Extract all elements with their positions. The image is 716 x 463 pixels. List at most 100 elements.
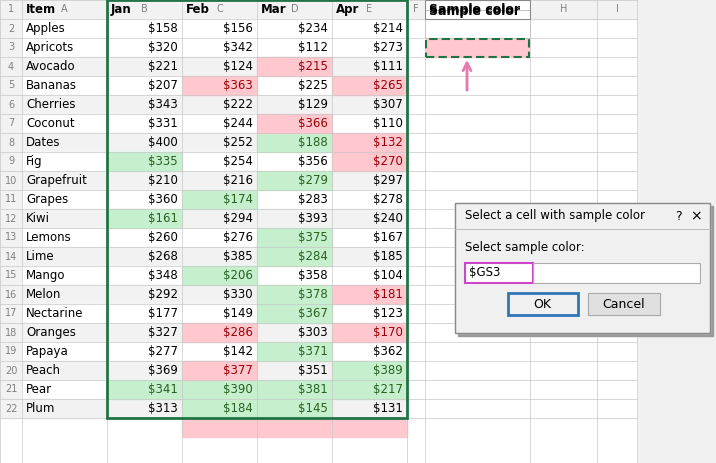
Text: $297: $297 <box>373 174 403 187</box>
Bar <box>22 19 407 38</box>
Text: $327: $327 <box>148 326 178 339</box>
Text: OK: OK <box>533 298 551 311</box>
Bar <box>182 323 257 342</box>
Text: 3: 3 <box>8 43 14 52</box>
Bar <box>107 0 407 418</box>
Bar <box>0 209 22 228</box>
Bar <box>332 152 407 171</box>
Text: $286: $286 <box>223 326 253 339</box>
Bar <box>182 190 257 209</box>
Text: Nectarine: Nectarine <box>26 307 84 320</box>
Text: 21: 21 <box>5 384 17 394</box>
Bar <box>22 380 407 399</box>
Text: 1: 1 <box>8 5 14 14</box>
Text: $174: $174 <box>223 193 253 206</box>
Bar <box>257 285 332 304</box>
Bar <box>257 304 332 323</box>
Bar <box>182 399 257 418</box>
Text: $360: $360 <box>148 193 178 206</box>
Text: $343: $343 <box>148 98 178 111</box>
Text: Coconut: Coconut <box>26 117 74 130</box>
Bar <box>22 190 407 209</box>
Bar <box>465 263 533 283</box>
Bar <box>0 285 22 304</box>
Text: $158: $158 <box>148 22 178 35</box>
Text: $294: $294 <box>223 212 253 225</box>
Text: Grapefruit: Grapefruit <box>26 174 87 187</box>
Text: 22: 22 <box>5 403 17 413</box>
Text: $276: $276 <box>223 231 253 244</box>
Bar <box>257 418 332 437</box>
Bar <box>0 114 22 133</box>
Text: $358: $358 <box>299 269 328 282</box>
Bar <box>588 293 659 315</box>
Text: $215: $215 <box>298 60 328 73</box>
Text: $123: $123 <box>373 307 403 320</box>
Bar <box>22 285 407 304</box>
Text: 4: 4 <box>8 62 14 71</box>
Text: Avocado: Avocado <box>26 60 76 73</box>
Text: $279: $279 <box>298 174 328 187</box>
Text: 2: 2 <box>8 24 14 33</box>
Bar <box>107 380 182 399</box>
Text: $356: $356 <box>299 155 328 168</box>
Bar <box>0 190 22 209</box>
Text: 7: 7 <box>8 119 14 129</box>
Text: $389: $389 <box>373 364 403 377</box>
Text: Apricots: Apricots <box>26 41 74 54</box>
Text: 9: 9 <box>8 156 14 167</box>
Text: $254: $254 <box>223 155 253 168</box>
Bar <box>22 361 407 380</box>
Text: $240: $240 <box>373 212 403 225</box>
Text: ?: ? <box>674 209 682 223</box>
Bar <box>257 399 332 418</box>
Bar <box>182 418 257 437</box>
Text: Cancel: Cancel <box>602 298 645 311</box>
Text: $381: $381 <box>299 383 328 396</box>
Text: 14: 14 <box>5 251 17 262</box>
Text: $181: $181 <box>373 288 403 301</box>
Bar <box>22 399 407 418</box>
Text: $292: $292 <box>148 288 178 301</box>
Bar <box>182 266 257 285</box>
Text: 11: 11 <box>5 194 17 205</box>
Text: $320: $320 <box>148 41 178 54</box>
Text: 17: 17 <box>5 308 17 319</box>
Text: $335: $335 <box>148 155 178 168</box>
Text: $142: $142 <box>223 345 253 358</box>
Bar <box>0 0 22 19</box>
Text: $207: $207 <box>148 79 178 92</box>
Bar <box>107 152 182 171</box>
Text: C: C <box>216 5 223 14</box>
Text: Mango: Mango <box>26 269 65 282</box>
Bar <box>257 57 332 76</box>
Bar <box>0 342 22 361</box>
Bar <box>22 342 407 361</box>
Bar <box>588 293 659 315</box>
Bar <box>257 247 332 266</box>
Bar <box>257 171 332 190</box>
Text: Feb: Feb <box>186 3 210 16</box>
Bar <box>426 39 529 57</box>
Bar <box>533 263 700 283</box>
Text: Jan: Jan <box>111 3 132 16</box>
Text: Peach: Peach <box>26 364 61 377</box>
Text: Papaya: Papaya <box>26 345 69 358</box>
Text: $351: $351 <box>299 364 328 377</box>
Bar <box>257 114 332 133</box>
Text: E: E <box>367 5 372 14</box>
Text: $145: $145 <box>298 402 328 415</box>
Bar <box>0 171 22 190</box>
Text: $313: $313 <box>148 402 178 415</box>
Text: $265: $265 <box>373 79 403 92</box>
Text: $342: $342 <box>223 41 253 54</box>
Text: $132: $132 <box>373 136 403 149</box>
Text: $170: $170 <box>373 326 403 339</box>
Text: 13: 13 <box>5 232 17 243</box>
Bar <box>0 0 637 463</box>
Bar <box>22 171 407 190</box>
Bar <box>332 361 407 380</box>
Bar <box>332 133 407 152</box>
Text: $206: $206 <box>223 269 253 282</box>
Text: $185: $185 <box>373 250 403 263</box>
